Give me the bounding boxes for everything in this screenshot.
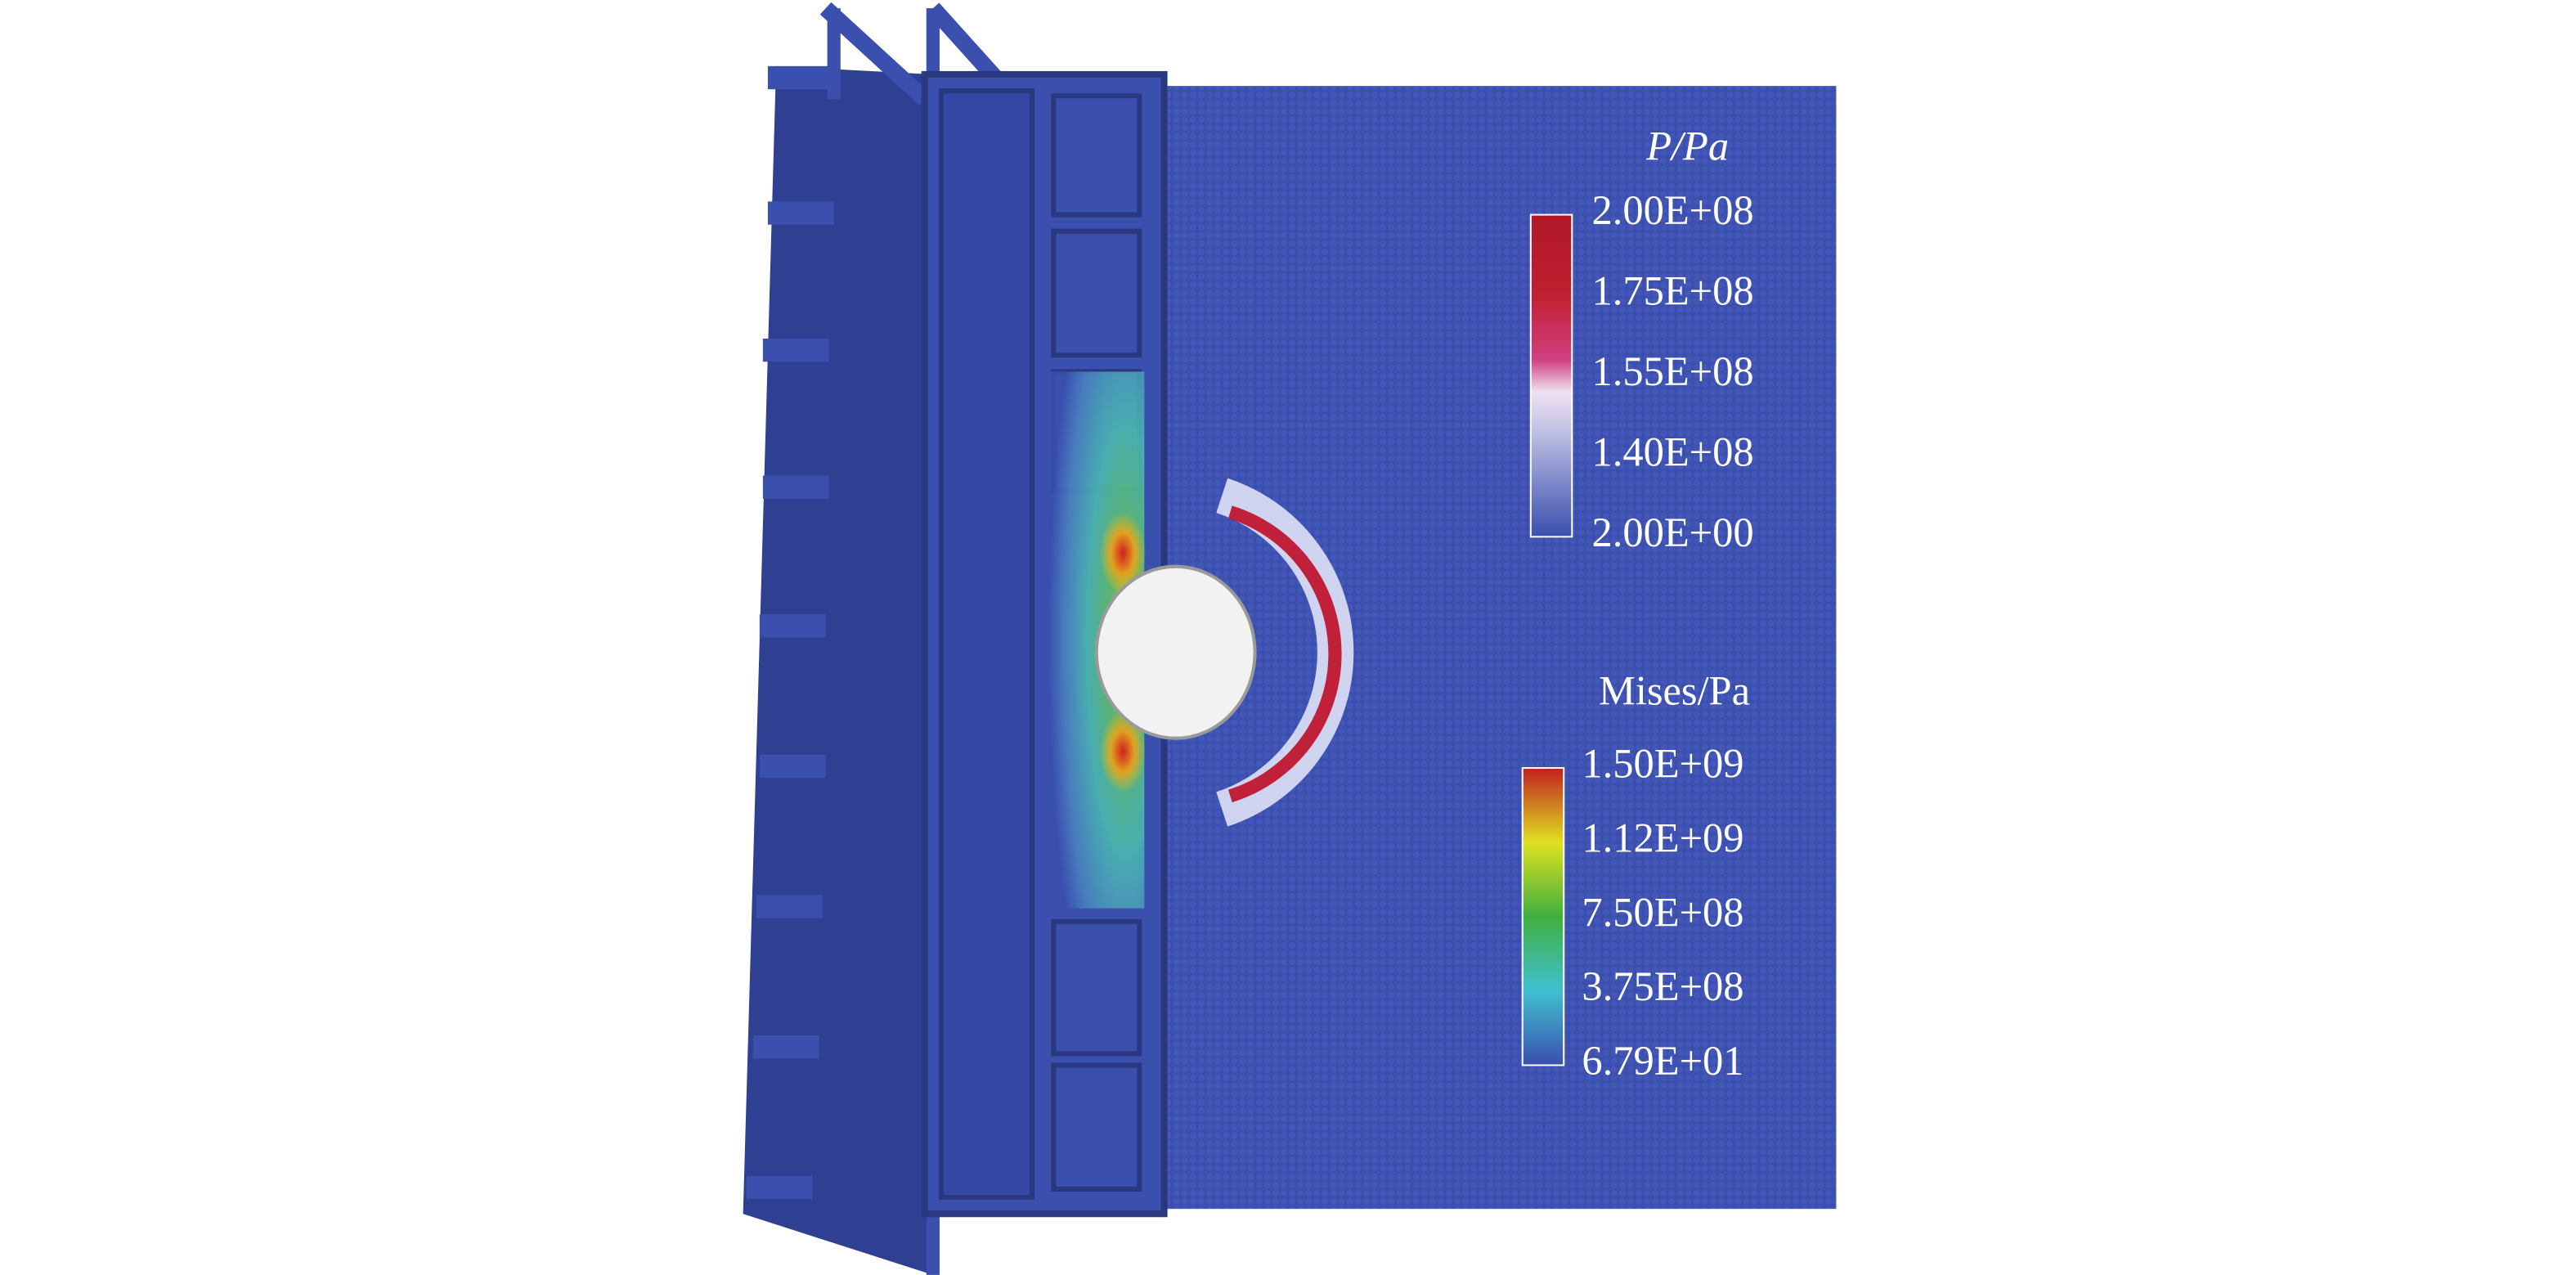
colorbar-label: 7.50E+08 xyxy=(1582,889,1744,935)
mises-colorbar xyxy=(1521,767,1565,1066)
colorbar-label: 3.75E+08 xyxy=(1582,963,1744,1009)
colorbar-label: 6.79E+01 xyxy=(1582,1038,1744,1084)
colorbar-label: 2.00E+00 xyxy=(1592,510,1754,555)
colorbar-title: Mises/Pa xyxy=(1599,668,1750,714)
colorbar-label: 2.00E+08 xyxy=(1592,187,1754,233)
colorbar-label: 1.55E+08 xyxy=(1592,348,1754,394)
colorbar-title: P/Pa xyxy=(1645,123,1729,168)
colorbar-label: 1.75E+08 xyxy=(1592,268,1754,314)
pressure-colorbar xyxy=(1529,213,1573,538)
colorbar-label: 1.12E+09 xyxy=(1582,815,1744,860)
structure xyxy=(743,2,1837,1275)
colorbar-label: 1.40E+08 xyxy=(1592,429,1754,474)
colorbar-label: 1.50E+09 xyxy=(1582,741,1744,787)
